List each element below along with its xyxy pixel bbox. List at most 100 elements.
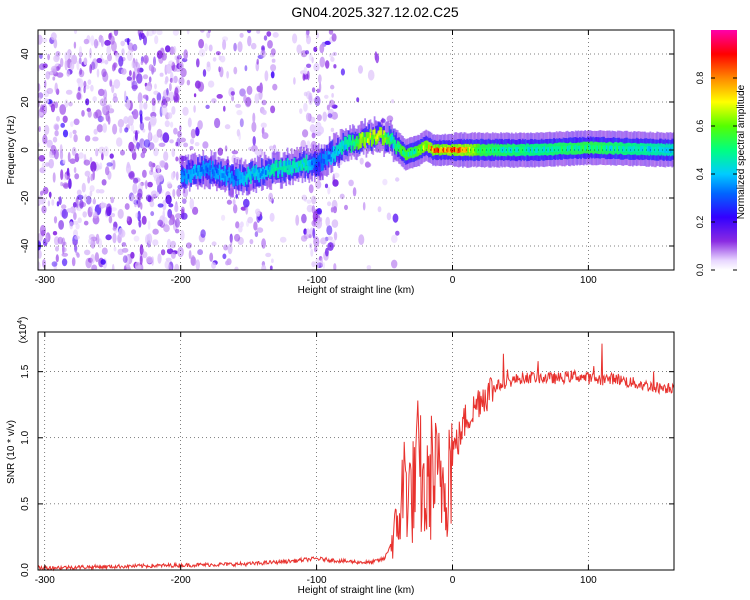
ridge-cell xyxy=(444,147,447,152)
ridge-cell xyxy=(529,148,532,154)
ridge-cell xyxy=(182,176,184,182)
ridge-cell xyxy=(637,146,640,153)
ridge-cell xyxy=(358,138,361,149)
noise-blob xyxy=(262,109,267,115)
ridge-cell xyxy=(540,147,543,153)
noise-blob xyxy=(75,223,80,230)
ridge-cell xyxy=(190,169,192,175)
ridge-cell xyxy=(370,136,373,147)
noise-blob xyxy=(189,146,194,150)
ridge-cell xyxy=(252,168,255,174)
noise-blob xyxy=(71,257,76,267)
ridge-cell xyxy=(322,153,324,159)
noise-blob xyxy=(186,79,191,86)
ridge-cell xyxy=(303,162,305,168)
noise-blob xyxy=(103,146,109,157)
noise-blob xyxy=(202,141,209,149)
noise-blob xyxy=(72,129,77,135)
noise-blob xyxy=(166,238,172,250)
ridge-cell xyxy=(504,147,506,153)
ridge-cell xyxy=(331,147,334,152)
noise-blob xyxy=(142,169,147,178)
noise-blob xyxy=(316,114,322,122)
y-tick-label: 20 xyxy=(20,96,31,108)
noise-blob xyxy=(52,231,58,236)
noise-blob xyxy=(315,180,322,189)
noise-blob xyxy=(38,195,43,205)
noise-blob xyxy=(90,173,94,182)
noise-blob xyxy=(175,156,179,162)
noise-blob xyxy=(135,265,142,270)
noise-blob xyxy=(237,41,243,53)
snr-y-multiplier-exponent: 4 xyxy=(17,320,24,324)
ridge-cell xyxy=(608,145,611,151)
ridge-cell xyxy=(375,136,377,142)
noise-blob xyxy=(131,80,138,92)
ridge-cell xyxy=(248,169,251,180)
ridge-cell xyxy=(390,136,392,142)
noise-blob xyxy=(134,130,138,141)
noise-blob xyxy=(48,191,52,198)
noise-blob xyxy=(193,93,197,98)
noise-blob xyxy=(311,195,317,205)
noise-blob xyxy=(52,76,56,81)
ridge-cell xyxy=(615,145,618,151)
noise-blob xyxy=(137,188,143,198)
noise-blob xyxy=(73,118,80,126)
ridge-cell xyxy=(614,146,616,152)
noise-blob xyxy=(121,48,125,56)
ridge-cell xyxy=(600,145,603,152)
noise-blob xyxy=(83,57,88,66)
ridge-cell xyxy=(426,143,429,149)
noise-blob xyxy=(78,57,82,65)
noise-blob xyxy=(166,248,174,255)
noise-blob xyxy=(43,98,50,104)
noise-blob xyxy=(330,56,335,62)
ridge-cell xyxy=(209,165,211,171)
noise-blob xyxy=(63,173,68,181)
noise-blob xyxy=(150,190,158,198)
ridge-cell xyxy=(657,146,660,152)
noise-blob xyxy=(171,148,176,158)
noise-blob xyxy=(110,35,115,45)
noise-blob xyxy=(112,226,117,231)
noise-blob xyxy=(139,255,143,266)
ridge-cell xyxy=(309,161,312,167)
noise-blob xyxy=(180,67,187,78)
noise-blob xyxy=(110,213,116,218)
noise-blob xyxy=(96,124,104,133)
noise-blob xyxy=(303,91,308,97)
ridge-cell xyxy=(606,145,608,151)
ridge-cell xyxy=(494,147,497,153)
ridge-cell xyxy=(191,169,194,175)
noise-blob xyxy=(270,105,276,114)
noise-blob xyxy=(62,244,65,255)
ridge-cell xyxy=(365,137,368,143)
noise-blob xyxy=(137,67,141,74)
ridge-cell xyxy=(343,136,346,148)
noise-blob xyxy=(305,228,311,237)
noise-blob xyxy=(169,46,175,55)
noise-blob xyxy=(112,123,118,135)
noise-blob xyxy=(90,161,97,173)
noise-blob xyxy=(178,76,185,86)
ridge-cell xyxy=(411,149,414,155)
ridge-cell xyxy=(307,160,309,166)
noise-blob xyxy=(304,50,310,55)
noise-blob xyxy=(325,247,329,257)
noise-blob xyxy=(331,33,337,42)
noise-blob xyxy=(53,54,60,63)
noise-blob xyxy=(121,242,127,247)
ridge-cell xyxy=(394,139,396,145)
ridge-cell xyxy=(231,173,233,179)
noise-blob xyxy=(333,172,340,178)
ridge-cell xyxy=(241,172,244,177)
noise-blob xyxy=(89,64,93,74)
noise-blob xyxy=(211,262,217,269)
ridge-cell xyxy=(464,146,467,153)
ridge-cell xyxy=(213,171,216,177)
noise-blob xyxy=(310,248,314,257)
noise-blob xyxy=(239,88,246,97)
noise-blob xyxy=(217,147,223,156)
ridge-cell xyxy=(527,146,529,152)
